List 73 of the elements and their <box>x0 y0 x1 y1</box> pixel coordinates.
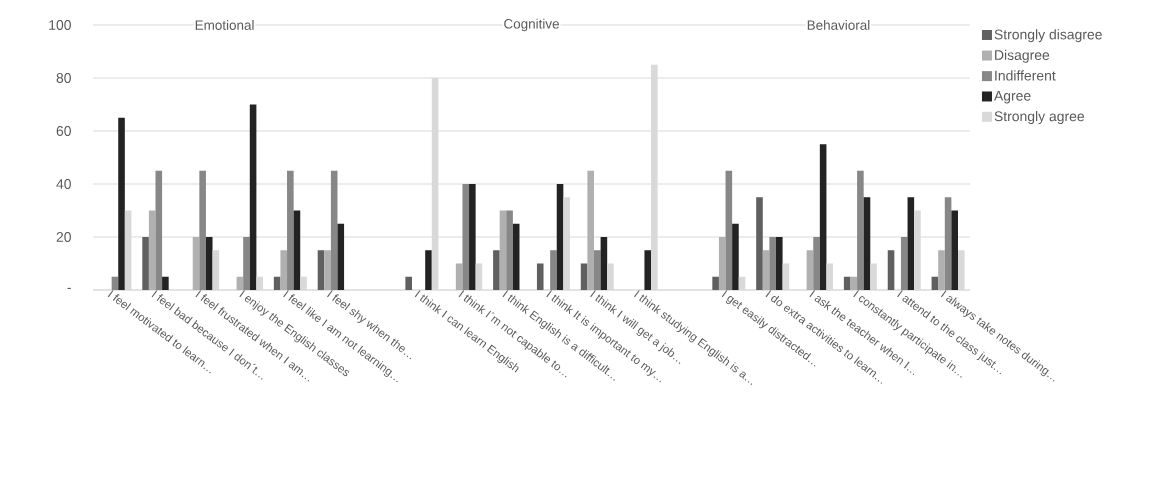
bar <box>725 170 733 290</box>
bar <box>155 170 163 290</box>
bar <box>819 144 827 290</box>
bar <box>280 250 288 290</box>
bar <box>192 236 200 290</box>
bar <box>337 223 345 290</box>
y-tick-label: - <box>67 287 71 289</box>
bar <box>813 236 820 290</box>
bar <box>287 170 294 290</box>
bar <box>317 250 325 290</box>
bar <box>887 250 895 290</box>
y-tick-label: 80 <box>56 73 71 83</box>
bar <box>900 236 908 290</box>
y-tick-label: 40 <box>56 179 71 189</box>
bar <box>455 263 463 290</box>
annotation: Emotional <box>195 20 254 30</box>
bar <box>951 210 958 290</box>
bar <box>324 250 331 290</box>
legend-label: Disagree <box>995 49 1050 63</box>
bar <box>931 276 939 290</box>
bar <box>512 223 520 290</box>
bar <box>762 250 770 290</box>
bar <box>142 236 149 290</box>
bar <box>469 183 476 290</box>
y-tick-label: 20 <box>56 232 71 242</box>
bar <box>806 250 814 290</box>
bar <box>600 236 608 290</box>
bar <box>775 236 783 290</box>
bar <box>556 183 564 290</box>
bar <box>199 170 206 290</box>
bar <box>118 117 125 290</box>
bar <box>111 276 119 290</box>
bar <box>330 170 338 290</box>
bar <box>273 276 281 290</box>
bar <box>732 223 739 290</box>
annotation: Cognitive <box>504 18 559 32</box>
bar <box>863 197 871 290</box>
y-tick-label: 60 <box>56 126 71 136</box>
legend-label: Strongly agree <box>994 111 1085 124</box>
bar <box>243 236 250 290</box>
annotation: Behavioral <box>807 20 870 30</box>
bar <box>236 276 244 290</box>
bar <box>506 210 513 290</box>
bar <box>857 170 864 290</box>
bar <box>587 170 594 290</box>
bar <box>756 197 763 290</box>
legend-label: Indifferent <box>995 70 1056 81</box>
bar <box>593 250 601 290</box>
bar <box>938 250 945 290</box>
bar <box>718 236 726 290</box>
y-tick-label: 100 <box>49 20 71 30</box>
bar <box>148 210 156 290</box>
bar <box>293 210 301 290</box>
bar <box>843 276 851 290</box>
legend-label: Agree <box>993 90 1031 104</box>
bar <box>850 276 858 290</box>
bar <box>769 236 776 290</box>
bar <box>907 197 915 290</box>
bar <box>580 263 588 290</box>
bar <box>162 276 169 290</box>
bar <box>944 197 952 290</box>
bar <box>536 263 544 290</box>
bar <box>493 250 500 290</box>
bar <box>550 250 557 290</box>
bar <box>205 236 213 290</box>
bar <box>644 250 652 290</box>
bar <box>405 276 412 290</box>
bar <box>249 104 257 290</box>
bar <box>712 276 719 290</box>
bar <box>425 250 432 290</box>
legend-label: Strongly disagree <box>994 29 1102 43</box>
bar <box>499 210 507 290</box>
bar <box>462 183 470 290</box>
